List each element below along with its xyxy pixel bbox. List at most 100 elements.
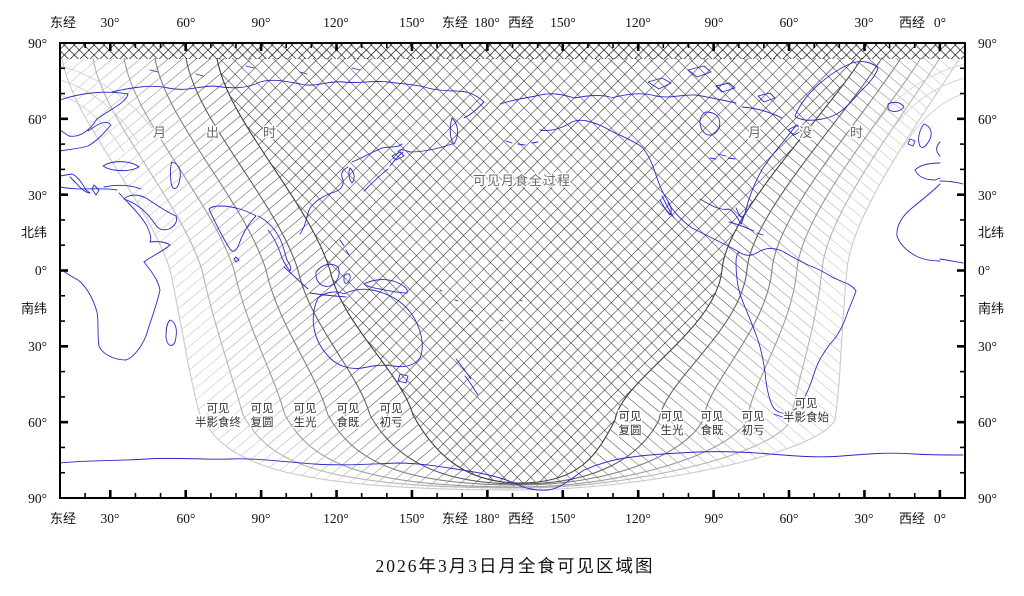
lat-axis-label-right: 90° xyxy=(978,491,997,506)
map-path xyxy=(60,186,118,191)
map-path xyxy=(125,261,161,361)
lat-axis-label-left: 60° xyxy=(28,415,47,430)
moonset-label: 没 xyxy=(799,125,813,140)
map-path xyxy=(794,61,879,121)
chart-title: 2026年3月3日月全食可见区域图 xyxy=(376,556,655,576)
lon-axis-label-top: 120° xyxy=(625,15,651,30)
map-path xyxy=(610,93,737,104)
lat-axis-label-left: 60° xyxy=(28,112,47,127)
band-label-left: 可见 xyxy=(380,403,403,415)
band-label-left: 可见 xyxy=(337,403,360,415)
map-path xyxy=(60,65,153,129)
lon-axis-label-top: 东经 xyxy=(442,15,468,30)
map-path xyxy=(309,292,347,298)
lon-axis-label-bottom: 90° xyxy=(705,511,724,526)
map-path xyxy=(699,125,797,225)
map-path xyxy=(233,256,240,263)
lat-axis-label-left: 90° xyxy=(28,491,47,506)
map-path xyxy=(339,239,350,256)
map-path xyxy=(499,93,611,105)
band-label-right: 可见 xyxy=(795,398,818,410)
lon-axis-label-bottom: 30° xyxy=(101,511,120,526)
band-label-right: 初亏 xyxy=(742,423,765,437)
map-path xyxy=(111,79,485,103)
map-path xyxy=(299,166,349,235)
map-path xyxy=(283,266,309,290)
map-path xyxy=(391,151,405,161)
map-path xyxy=(60,451,964,491)
lat-axis-label-right: 60° xyxy=(978,112,997,127)
lon-axis-label-top: 120° xyxy=(323,15,349,30)
map-path xyxy=(887,77,965,137)
lat-axis-label-right: 30° xyxy=(978,339,997,354)
lon-axis-label-bottom: 180° xyxy=(474,511,500,526)
map-path xyxy=(936,141,941,157)
coastlines xyxy=(60,61,964,491)
map-path xyxy=(257,215,292,272)
axis-labels: 东经 30° 60° 90° 120° 150° 东经 180° 西经 150° 120° 90° 60… xyxy=(21,15,1004,526)
map-path xyxy=(875,63,965,125)
map-path xyxy=(351,143,403,163)
map-path xyxy=(60,173,91,194)
lon-axis-label-bottom: 150° xyxy=(399,511,425,526)
band-label-left: 食既 xyxy=(337,415,360,429)
lon-axis-label-bottom: 150° xyxy=(550,511,576,526)
map-path xyxy=(91,184,100,196)
band-label-right: 可见 xyxy=(661,411,684,423)
lon-axis-label-top: 150° xyxy=(550,15,576,30)
corner-fan-curves xyxy=(60,63,965,153)
map-path xyxy=(505,140,539,146)
map-path xyxy=(397,143,453,153)
band-label-right: 可见 xyxy=(742,411,765,423)
moonrise-label: 时 xyxy=(263,125,277,140)
map-path xyxy=(539,119,612,132)
lat-axis-label-right: 北纬 xyxy=(978,225,1004,240)
map-path xyxy=(464,375,479,396)
map-path xyxy=(728,221,764,236)
map-path xyxy=(939,180,964,185)
lon-axis-label-top: 150° xyxy=(399,15,425,30)
band-label-right: 可见 xyxy=(701,411,724,423)
map-path xyxy=(735,248,857,414)
lon-axis-label-bottom: 90° xyxy=(252,511,271,526)
lon-axis-label-top: 东经 xyxy=(50,15,76,30)
lon-axis-label-bottom: 0° xyxy=(934,511,946,526)
map-path xyxy=(165,319,177,346)
band-label-left: 可见 xyxy=(207,403,230,415)
map-path xyxy=(735,207,745,218)
map-path xyxy=(397,373,409,384)
band-label-left: 初亏 xyxy=(380,415,403,429)
lon-axis-label-top: 西经 xyxy=(508,15,534,30)
lat-axis-label-right: 南纬 xyxy=(978,301,1004,316)
lat-axis-label-right: 30° xyxy=(978,188,997,203)
map-path xyxy=(647,65,776,103)
lon-axis-label-bottom: 30° xyxy=(855,511,874,526)
moonrise-label: 月 xyxy=(153,125,167,140)
map-path xyxy=(208,205,257,252)
lon-axis-label-top: 60° xyxy=(780,15,799,30)
map-path xyxy=(102,161,140,172)
map-path xyxy=(449,117,459,145)
lon-axis-label-top: 30° xyxy=(855,15,874,30)
map-path xyxy=(363,279,408,294)
lon-axis-label-bottom: 120° xyxy=(625,511,651,526)
map-path xyxy=(914,162,941,181)
lon-axis-label-top: 90° xyxy=(252,15,271,30)
map-path xyxy=(773,413,789,418)
lon-axis-label-top: 30° xyxy=(101,15,120,30)
map-path xyxy=(902,92,965,149)
map-path xyxy=(896,183,941,262)
lon-axis-label-top: 西经 xyxy=(899,15,925,30)
map-path xyxy=(312,288,423,369)
map-path xyxy=(118,192,171,263)
lat-axis-label-right: 60° xyxy=(978,415,997,430)
band-label-left: 半影食终 xyxy=(195,415,241,429)
lon-axis-label-top: 180° xyxy=(474,15,500,30)
axis-ticks xyxy=(60,43,965,498)
band-label-right: 可见 xyxy=(619,411,642,423)
lat-axis-label-left: 90° xyxy=(28,36,47,51)
moonset-label: 月 xyxy=(748,125,762,140)
lat-axis-label-right: 0° xyxy=(978,263,990,278)
moonrise-label: 出 xyxy=(206,125,220,140)
